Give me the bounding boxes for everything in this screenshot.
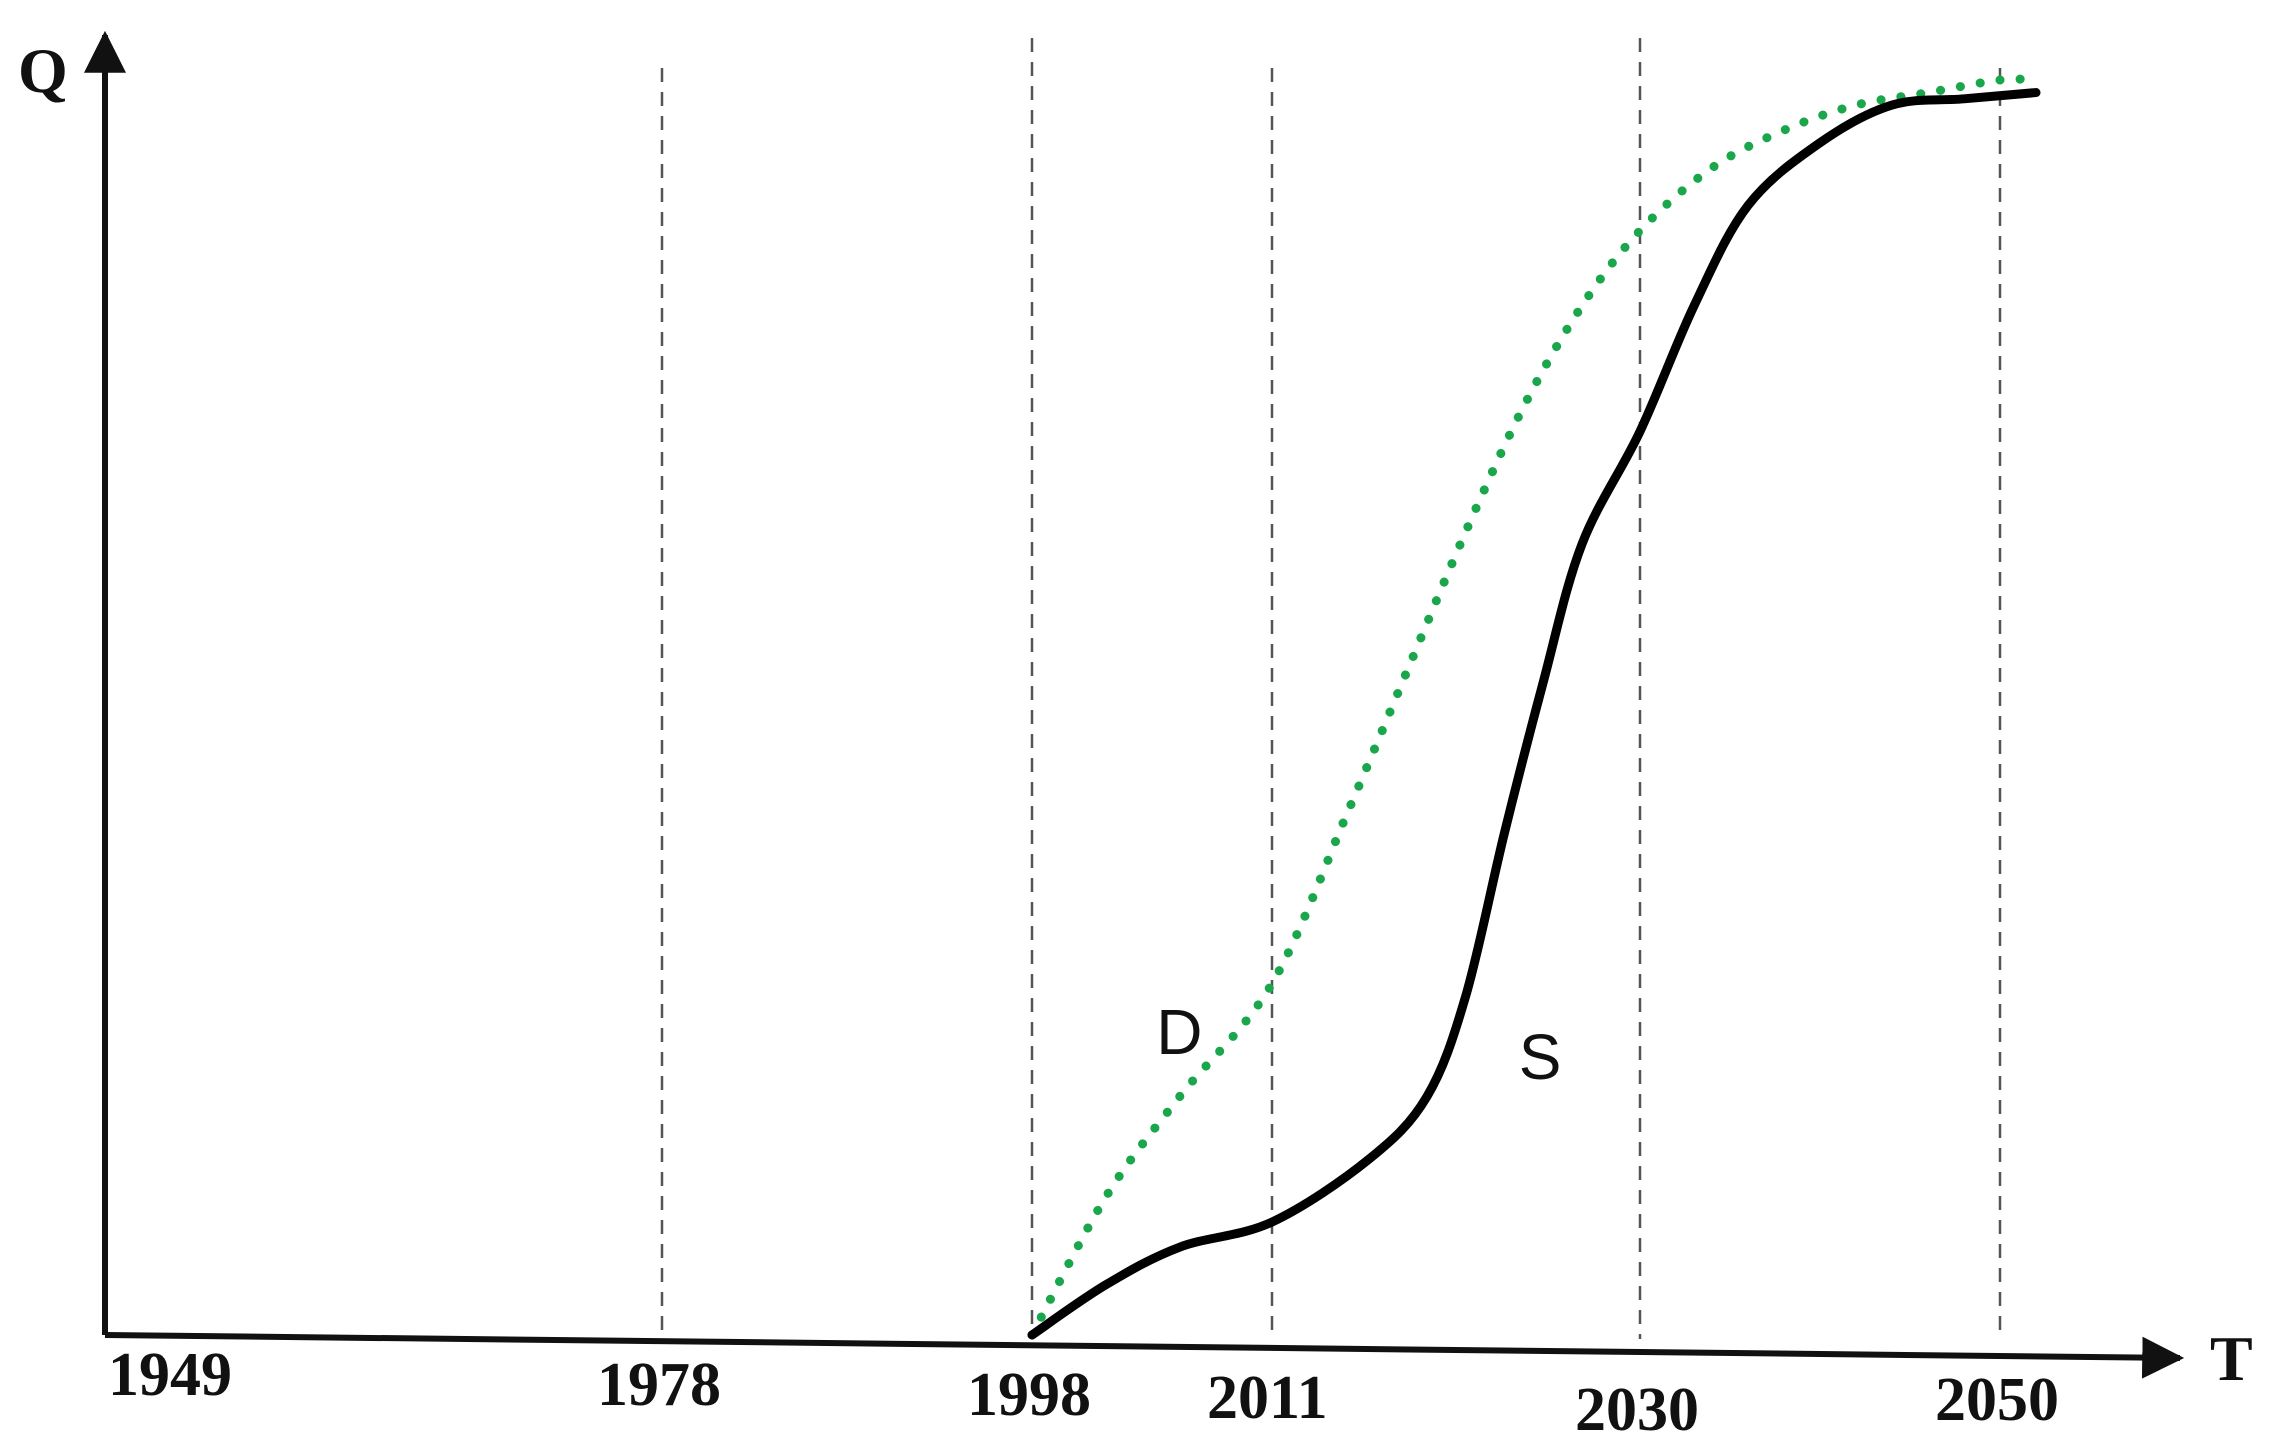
x-tick-label-2011: 2011 bbox=[1207, 1364, 1328, 1432]
curve-label-D: D bbox=[1156, 996, 1202, 1068]
x-tick-label-1949: 1949 bbox=[108, 1341, 232, 1409]
series-line-D bbox=[1027, 74, 2041, 1340]
series-group bbox=[1027, 74, 2041, 1340]
x-tick-label-1998: 1998 bbox=[967, 1361, 1091, 1429]
x-tick-label-2050: 2050 bbox=[1935, 1366, 2059, 1434]
x-tick-label-1978: 1978 bbox=[597, 1351, 721, 1419]
x-axis bbox=[104, 1332, 2185, 1379]
x-tick-labels: 1949 1978 1998 2011 2030 2050 bbox=[108, 1341, 2059, 1440]
x-tick-label-2030: 2030 bbox=[1575, 1376, 1699, 1440]
grid-lines bbox=[660, 38, 2002, 1339]
y-axis-title: Q bbox=[18, 35, 68, 106]
series-line-S bbox=[1027, 88, 2041, 1340]
curve-label-S: S bbox=[1519, 1021, 1562, 1093]
x-axis-title: T bbox=[2210, 1323, 2253, 1394]
